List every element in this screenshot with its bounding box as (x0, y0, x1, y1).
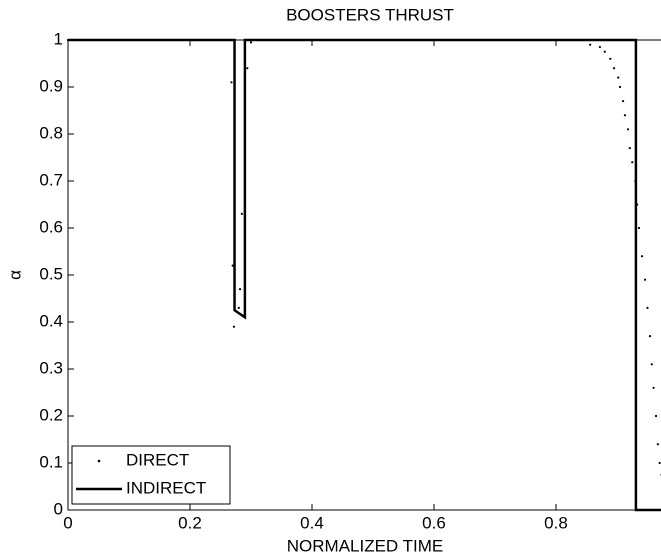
data-point (640, 255, 644, 258)
data-point (658, 461, 661, 465)
data-point (232, 325, 236, 328)
y-tick-label: 0.7 (39, 170, 63, 189)
x-tick-label: 0.6 (422, 513, 446, 532)
data-point (618, 85, 622, 89)
data-point (238, 288, 242, 291)
data-point (648, 335, 652, 338)
y-tick-label: 0.4 (39, 311, 63, 330)
y-tick-label: 0.9 (39, 76, 63, 95)
data-point (246, 67, 249, 70)
data-point (623, 114, 627, 117)
y-tick-label: 0.3 (39, 358, 63, 377)
x-tick-label: 0.4 (300, 513, 324, 532)
y-tick-label: 0.2 (39, 405, 63, 424)
data-point (637, 226, 641, 230)
data-point (231, 264, 234, 267)
data-point (617, 76, 620, 79)
y-tick-label: 1 (54, 29, 63, 48)
y-axis-label: α (5, 270, 24, 280)
legend-marker (97, 459, 101, 463)
y-tick-label: 0.8 (39, 123, 63, 142)
y-tick-label: 0.6 (39, 217, 63, 236)
data-point (652, 386, 655, 389)
data-point (589, 43, 592, 46)
x-tick-label: 0.2 (178, 513, 202, 532)
data-point (240, 212, 243, 215)
data-point (249, 41, 253, 44)
legend-label: DIRECT (126, 450, 189, 469)
data-point (612, 67, 616, 70)
data-point (603, 50, 606, 53)
y-tick-label: 0 (54, 499, 63, 518)
data-point (643, 278, 647, 281)
data-point (646, 306, 649, 309)
plot-frame (67, 39, 661, 511)
x-tick-label: 0.8 (544, 513, 568, 532)
data-line (68, 38, 661, 512)
data-point (654, 414, 658, 418)
x-tick-label: 0 (63, 513, 72, 532)
x-axis-label: NORMALIZED TIME (287, 536, 443, 555)
data-point (628, 147, 631, 150)
y-tick-label: 0.1 (39, 452, 63, 471)
data-point (631, 161, 634, 164)
data-point (230, 81, 233, 84)
chart-title: BOOSTERS THRUST (286, 5, 454, 24)
data-point (622, 100, 625, 103)
data-point (656, 443, 659, 446)
data-point (650, 363, 653, 366)
data-point (598, 45, 602, 49)
data-point (609, 57, 612, 60)
legend-label: INDIRECT (126, 478, 206, 497)
y-tick-label: 0.5 (39, 264, 63, 283)
data-point (237, 306, 240, 309)
data-point (626, 128, 630, 131)
legend-box (71, 445, 231, 505)
